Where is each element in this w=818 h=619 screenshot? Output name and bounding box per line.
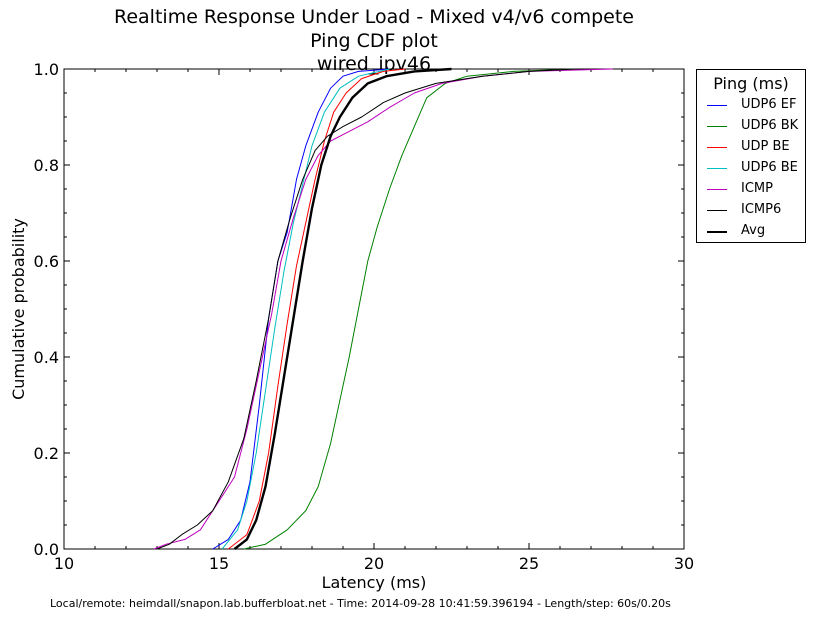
x-axis-label: Latency (ms) xyxy=(322,573,427,592)
x-tick-label: 15 xyxy=(209,554,229,573)
series-line-udp6-ef xyxy=(212,68,390,550)
legend-item-avg: Avg xyxy=(697,222,805,243)
x-tick-label: 25 xyxy=(519,554,539,573)
legend-item-icmp: ICMP xyxy=(697,180,805,201)
series-line-icmp xyxy=(153,68,613,550)
legend-item-udp6-ef: UDP6 EF xyxy=(697,96,805,117)
series-line-udp6-be xyxy=(221,68,390,550)
legend-title: Ping (ms) xyxy=(713,74,789,93)
series-line-udp-be xyxy=(227,68,406,550)
legend-swatch xyxy=(707,210,727,211)
legend-swatch xyxy=(707,105,727,106)
y-tick-label: 0.8 xyxy=(34,156,59,175)
y-tick-label: 0.2 xyxy=(34,444,59,463)
y-tick-label: 1.0 xyxy=(34,60,59,79)
legend-label: UDP BE xyxy=(741,139,790,154)
y-tick-label: 0.0 xyxy=(34,540,59,559)
series-line-icmp6 xyxy=(156,68,576,550)
legend-item-udp6-be: UDP6 BE xyxy=(697,159,805,180)
legend-swatch xyxy=(707,126,727,127)
legend-item-icmp6: ICMP6 xyxy=(697,201,805,222)
legend-label: ICMP6 xyxy=(741,202,782,217)
legend-label: ICMP xyxy=(741,181,773,196)
chart-subtitle: Ping CDF plot xyxy=(310,30,438,52)
legend-label: Avg xyxy=(741,223,766,238)
chart-title: Realtime Response Under Load - Mixed v4/… xyxy=(114,6,634,28)
legend-label: UDP6 EF xyxy=(741,97,797,112)
footer-info: Local/remote: heimdall/snapon.lab.buffer… xyxy=(50,597,671,610)
legend-label: UDP6 BK xyxy=(741,118,799,133)
legend-item-udp-be: UDP BE xyxy=(697,138,805,159)
legend-swatch xyxy=(707,189,727,190)
y-tick-label: 0.6 xyxy=(34,252,59,271)
legend-swatch xyxy=(707,231,727,233)
plot-frame xyxy=(63,68,685,550)
x-tick-label: 30 xyxy=(674,554,694,573)
series-line-avg xyxy=(233,67,452,550)
series-line-udp6-bk xyxy=(243,68,576,550)
legend-swatch xyxy=(707,168,727,169)
x-tick-label: 10 xyxy=(54,554,74,573)
x-tick-label: 20 xyxy=(364,554,384,573)
legend-swatch xyxy=(707,147,727,148)
legend: Ping (ms) UDP6 EF UDP6 BK UDP BE UDP6 BE ICM… xyxy=(696,69,806,243)
y-axis-label: Cumulative probability xyxy=(9,218,28,400)
y-tick-label: 0.4 xyxy=(34,348,59,367)
legend-label: UDP6 BE xyxy=(741,160,798,175)
legend-item-udp6-bk: UDP6 BK xyxy=(697,117,805,138)
